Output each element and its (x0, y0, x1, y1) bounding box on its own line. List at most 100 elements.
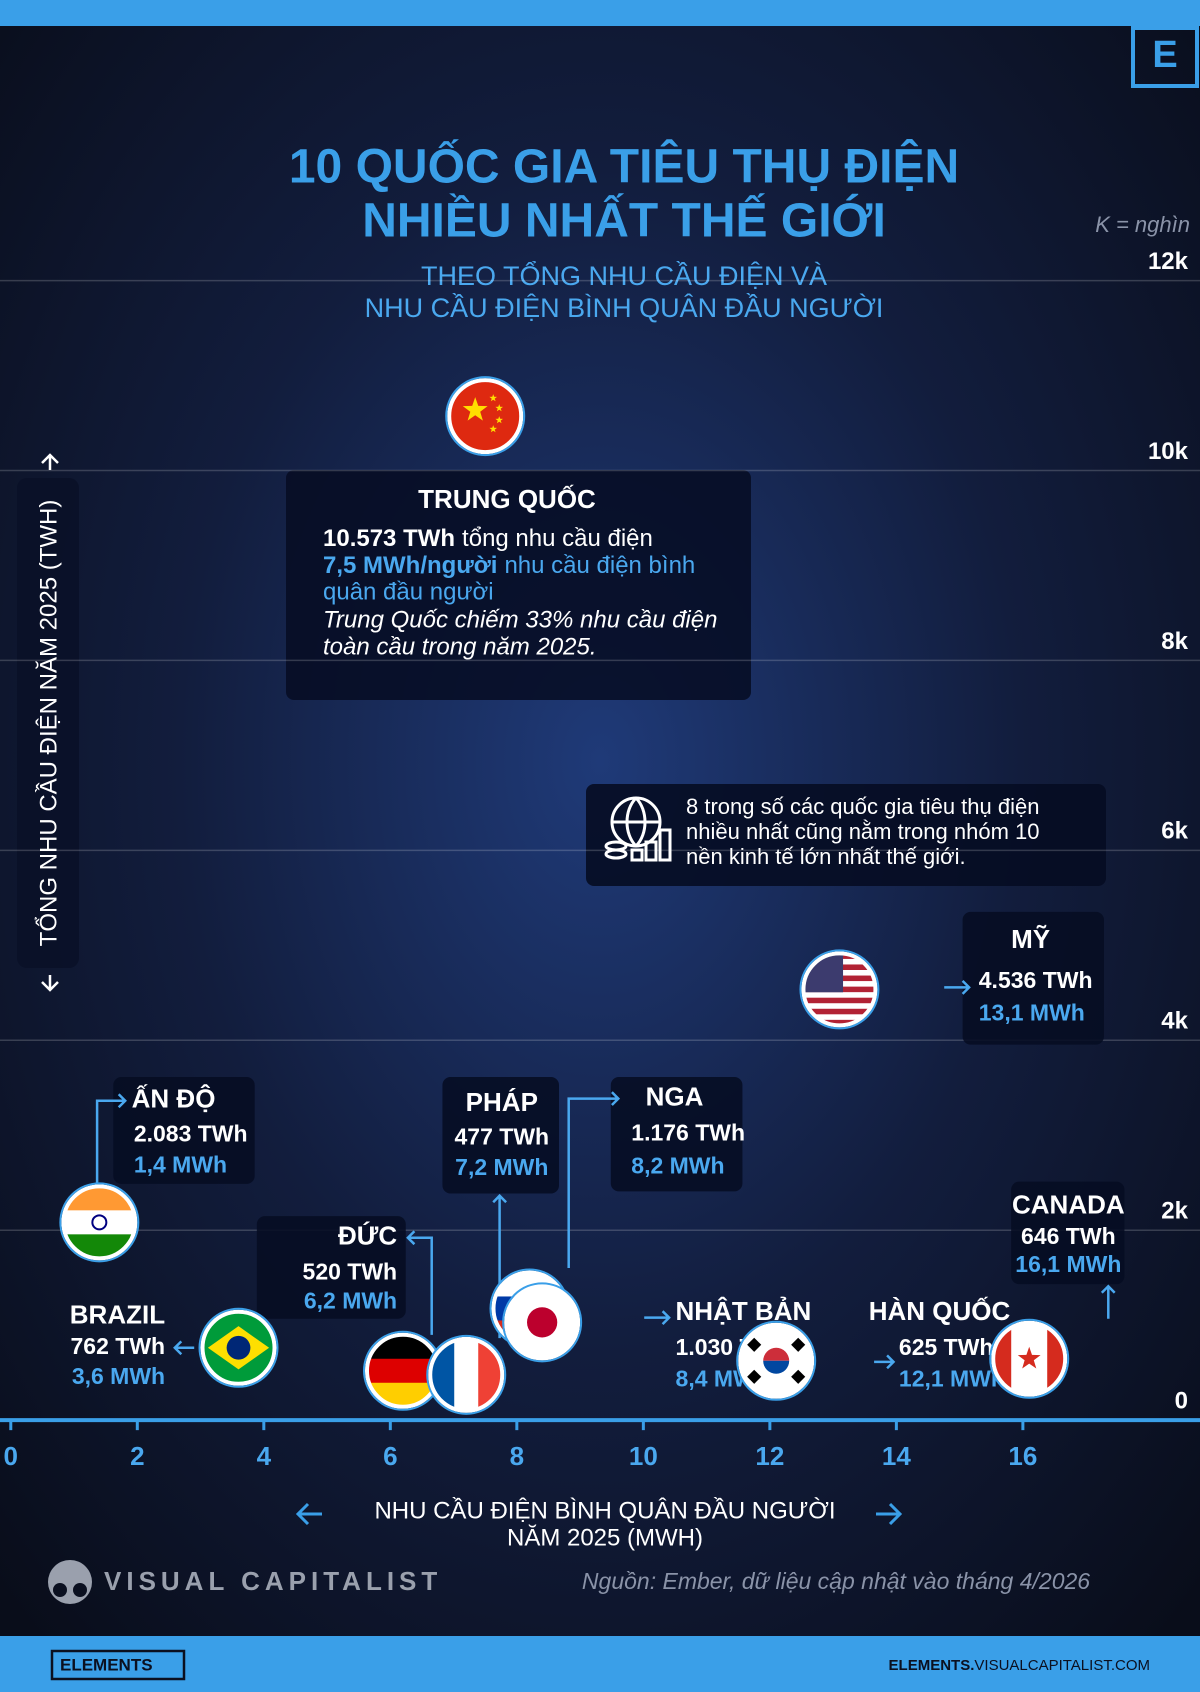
y-tick-label: 0 (1175, 1387, 1188, 1414)
connector (95, 1093, 127, 1184)
flag-part (747, 1337, 762, 1352)
flag-ring (991, 1320, 1068, 1397)
title: NHIỀU NHẤT THẾ GIỚI (362, 193, 886, 248)
flag-ring (447, 378, 524, 455)
per-capita-label: 13,1 MWh (979, 999, 1085, 1025)
flag-outline (502, 1282, 583, 1363)
y-tick-label: 8k (1161, 628, 1188, 655)
connector (874, 1354, 896, 1370)
per-capita-label: 16,1 MWh (1015, 1251, 1121, 1277)
china-total: 10.573 TWh tổng nhu cầu điện (323, 525, 653, 552)
flag-part (791, 1369, 806, 1384)
callout-box (1011, 1181, 1125, 1285)
axis-arrows (41, 453, 59, 992)
flag-outline (445, 376, 526, 457)
flag-outline (198, 1307, 279, 1388)
flag-ring (428, 1336, 505, 1413)
value-label: 625 TWh (899, 1334, 994, 1360)
value-label: 762 TWh (71, 1333, 166, 1359)
note-icon (604, 796, 672, 862)
note: nhiều nhất cũng nằm trong nhóm 10 (686, 819, 1039, 844)
footer-url: ELEMENTS.VISUALCAPITALIST.COM (889, 1657, 1150, 1674)
country-marker (989, 1318, 1070, 1399)
country-marker (502, 1282, 583, 1363)
country-marker (799, 949, 880, 1030)
flag-part (495, 416, 503, 424)
country-marker (445, 376, 526, 457)
flag-ring (504, 1284, 581, 1361)
flag (449, 380, 522, 453)
flag-part (226, 1335, 251, 1360)
country-marker (426, 1334, 507, 1415)
flag-part (1029, 1322, 1048, 1395)
country-name: NGA (646, 1081, 704, 1111)
per-capita-label: 6,2 MWh (304, 1288, 397, 1314)
country-name: BRAZIL (70, 1299, 165, 1329)
country-marker (736, 1320, 817, 1401)
china-per-capita: 7,5 MWh/người nhu cầu điện bình (323, 552, 695, 579)
value-label: 646 TWh (1021, 1223, 1116, 1249)
flag-ring (738, 1322, 815, 1399)
y-tick-label: 4k (1161, 1008, 1188, 1035)
flag-part (449, 380, 522, 453)
flag-part (791, 1337, 806, 1352)
flag-part (803, 1008, 876, 1015)
y-tick-label: 6k (1161, 818, 1188, 845)
flag-part (1011, 1322, 1030, 1395)
subtitle: NHU CẦU ĐIỆN BÌNH QUÂN ĐẦU NGƯỜI (365, 292, 884, 323)
y-tick-label: 2k (1161, 1198, 1188, 1225)
flag-part (803, 992, 876, 999)
flag-part (803, 1003, 876, 1010)
title: 10 QUỐC GIA TIÊU THỤ ĐIỆN (289, 139, 959, 194)
note: nền kinh tế lớn nhất thế giới. (686, 844, 966, 869)
country-name: PHÁP (466, 1087, 538, 1117)
flag (993, 1322, 1066, 1395)
x-tick-label: 0 (4, 1441, 18, 1471)
flag-part (1017, 1346, 1041, 1369)
flag-ring (200, 1309, 277, 1386)
x-tick-label: 4 (257, 1441, 272, 1471)
connector (567, 1091, 621, 1268)
x-tick-label: 16 (1008, 1441, 1037, 1471)
callout-box (962, 911, 1104, 1045)
flag-part (747, 1369, 762, 1384)
flag-part (527, 1307, 558, 1338)
y-tick-label: 10k (1148, 438, 1189, 465)
unit-note: K = nghìn (1095, 212, 1190, 237)
value-label: 477 TWh (455, 1124, 550, 1150)
flag-outline (736, 1320, 817, 1401)
country-name: MỸ (1011, 924, 1050, 954)
china-box (286, 470, 751, 700)
callout-box (256, 1216, 406, 1319)
china-note: Trung Quốc chiếm 33% nhu cầu điện (323, 606, 717, 633)
y-label-box (17, 478, 79, 968)
per-capita-label: 7,2 MWh (455, 1154, 548, 1180)
country-name: NHẬT BẢN (676, 1296, 812, 1326)
per-capita-label: 3,6 MWh (72, 1363, 165, 1389)
connector (173, 1340, 195, 1356)
top-bar (0, 0, 1200, 26)
connector (1100, 1284, 1116, 1319)
value-label: 1.176 TWh (631, 1119, 745, 1145)
source: Nguồn: Ember, dữ liệu cập nhật vào tháng… (582, 1568, 1090, 1594)
flag-part (462, 397, 488, 421)
flag-outline (426, 1334, 507, 1415)
x-tick-label: 6 (383, 1441, 397, 1471)
country-marker (59, 1182, 140, 1263)
x-axis-label: NĂM 2025 (MWH) (507, 1524, 703, 1551)
value-label: 520 TWh (303, 1258, 398, 1284)
flag-part (803, 1014, 876, 1021)
flag-ring (61, 1184, 138, 1261)
flag-part (489, 394, 497, 402)
country-name: TRUNG QUỐC (418, 484, 596, 514)
footer-box (50, 1649, 186, 1681)
flag (740, 1324, 813, 1397)
y-axis-label: TỔNG NHU CẦU ĐIỆN NĂM 2025 (TWH) (34, 500, 62, 947)
per-capita-label: 1,4 MWh (134, 1152, 227, 1178)
flag-part (489, 425, 497, 433)
connector (944, 980, 971, 995)
connector (406, 1230, 433, 1335)
flag-part (803, 997, 876, 1004)
